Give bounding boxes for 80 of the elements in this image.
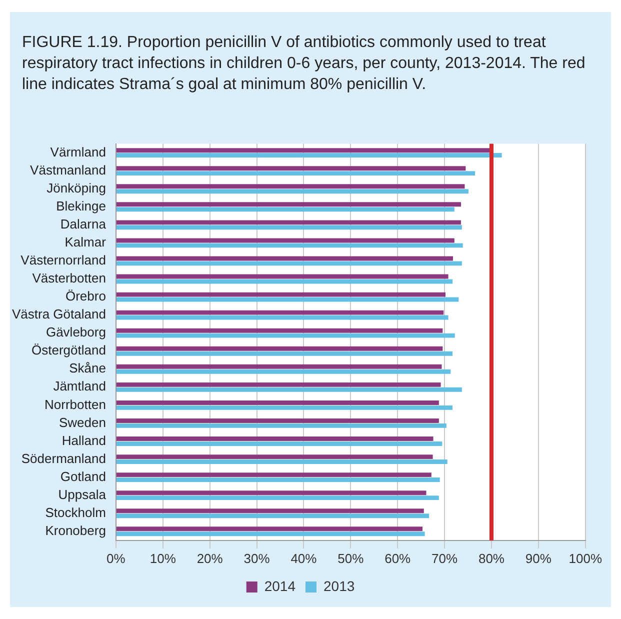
x-tick-label: 40% [290, 550, 318, 566]
bar [116, 189, 468, 194]
bar [116, 207, 454, 212]
bar [116, 526, 422, 532]
y-tick-label: Örebro [65, 288, 106, 304]
y-tick-label: Västerbotten [32, 270, 106, 286]
y-tick-label: Dalarna [60, 216, 107, 232]
bar [116, 328, 443, 333]
legend-label: 2014 [264, 578, 296, 594]
bar [116, 220, 461, 225]
y-tick-label: Halland [62, 432, 106, 448]
bar [116, 274, 448, 279]
y-tick-label: Norrbotten [44, 396, 106, 412]
bar [116, 351, 453, 356]
bar [116, 478, 440, 482]
bar [116, 364, 442, 369]
bar [116, 166, 466, 171]
bar [116, 496, 439, 500]
bar [116, 532, 425, 536]
bar [116, 382, 441, 387]
y-tick-label: Sweden [58, 414, 106, 430]
x-tick-label: 80% [478, 550, 505, 566]
bar [116, 490, 426, 496]
y-tick-label: Jönköping [46, 180, 106, 196]
bar [116, 436, 434, 441]
bar [116, 148, 492, 153]
x-tick-label: 0% [106, 550, 126, 566]
bar [116, 387, 462, 392]
bar [116, 261, 462, 266]
bar [116, 369, 451, 374]
bar [116, 418, 439, 423]
bar [116, 315, 448, 320]
y-tick-label: Västernorrland [20, 252, 106, 268]
x-tick-label: 90% [525, 550, 552, 566]
bar [116, 202, 461, 207]
x-tick-label: 30% [244, 550, 270, 566]
bar [116, 225, 462, 230]
bar [116, 333, 455, 338]
bar [116, 184, 465, 189]
y-tick-label: Gotland [60, 468, 106, 484]
x-tick-label: 70% [432, 550, 458, 566]
bar [116, 423, 446, 428]
x-tick-label: 20% [196, 550, 224, 566]
x-tick-label: 100% [568, 550, 602, 566]
bar [116, 238, 454, 243]
bar [116, 514, 430, 518]
bar [116, 508, 424, 514]
y-tick-label: Gävleborg [46, 324, 106, 340]
y-tick-label: Kalmar [64, 234, 107, 250]
bar [116, 279, 453, 284]
x-tick-label: 50% [338, 550, 364, 566]
y-tick-label: Stockholm [45, 504, 106, 520]
bar [116, 400, 439, 405]
bar [116, 405, 453, 410]
y-tick-label: Jämtland [53, 378, 106, 394]
y-tick-label: Värmland [50, 144, 106, 160]
y-tick-label: Uppsala [58, 486, 107, 502]
y-tick-label: Östergötland [32, 342, 106, 358]
y-tick-label: Södermanland [21, 450, 106, 466]
y-tick-label: Skåne [69, 360, 106, 376]
y-tick-label: Västmanland [30, 162, 106, 178]
chart-title: FIGURE 1.19. Proportion penicillin V of antibiotics commonly used to treat respiratory tract infections in children 0-6 years, per county, 2013-2014. The red line indicates Strama´s goal at minimum 80% penicillin V. [22, 33, 586, 95]
bar [116, 256, 453, 261]
bar [116, 292, 446, 297]
x-tick-label: 10% [150, 550, 176, 566]
bar [116, 171, 476, 176]
y-tick-label: Västra Götaland [12, 306, 106, 322]
x-tick-label: 60% [384, 550, 412, 566]
bar [116, 297, 459, 302]
bar [116, 346, 443, 351]
bar [116, 243, 463, 248]
bar [116, 454, 433, 460]
bar [116, 442, 442, 446]
legend-label: 2013 [324, 578, 355, 594]
y-tick-label: Kronoberg [45, 522, 106, 538]
bar [116, 310, 444, 315]
bar [116, 472, 432, 478]
bar [116, 153, 502, 158]
y-tick-label: Blekinge [56, 198, 106, 214]
bar [116, 460, 448, 464]
